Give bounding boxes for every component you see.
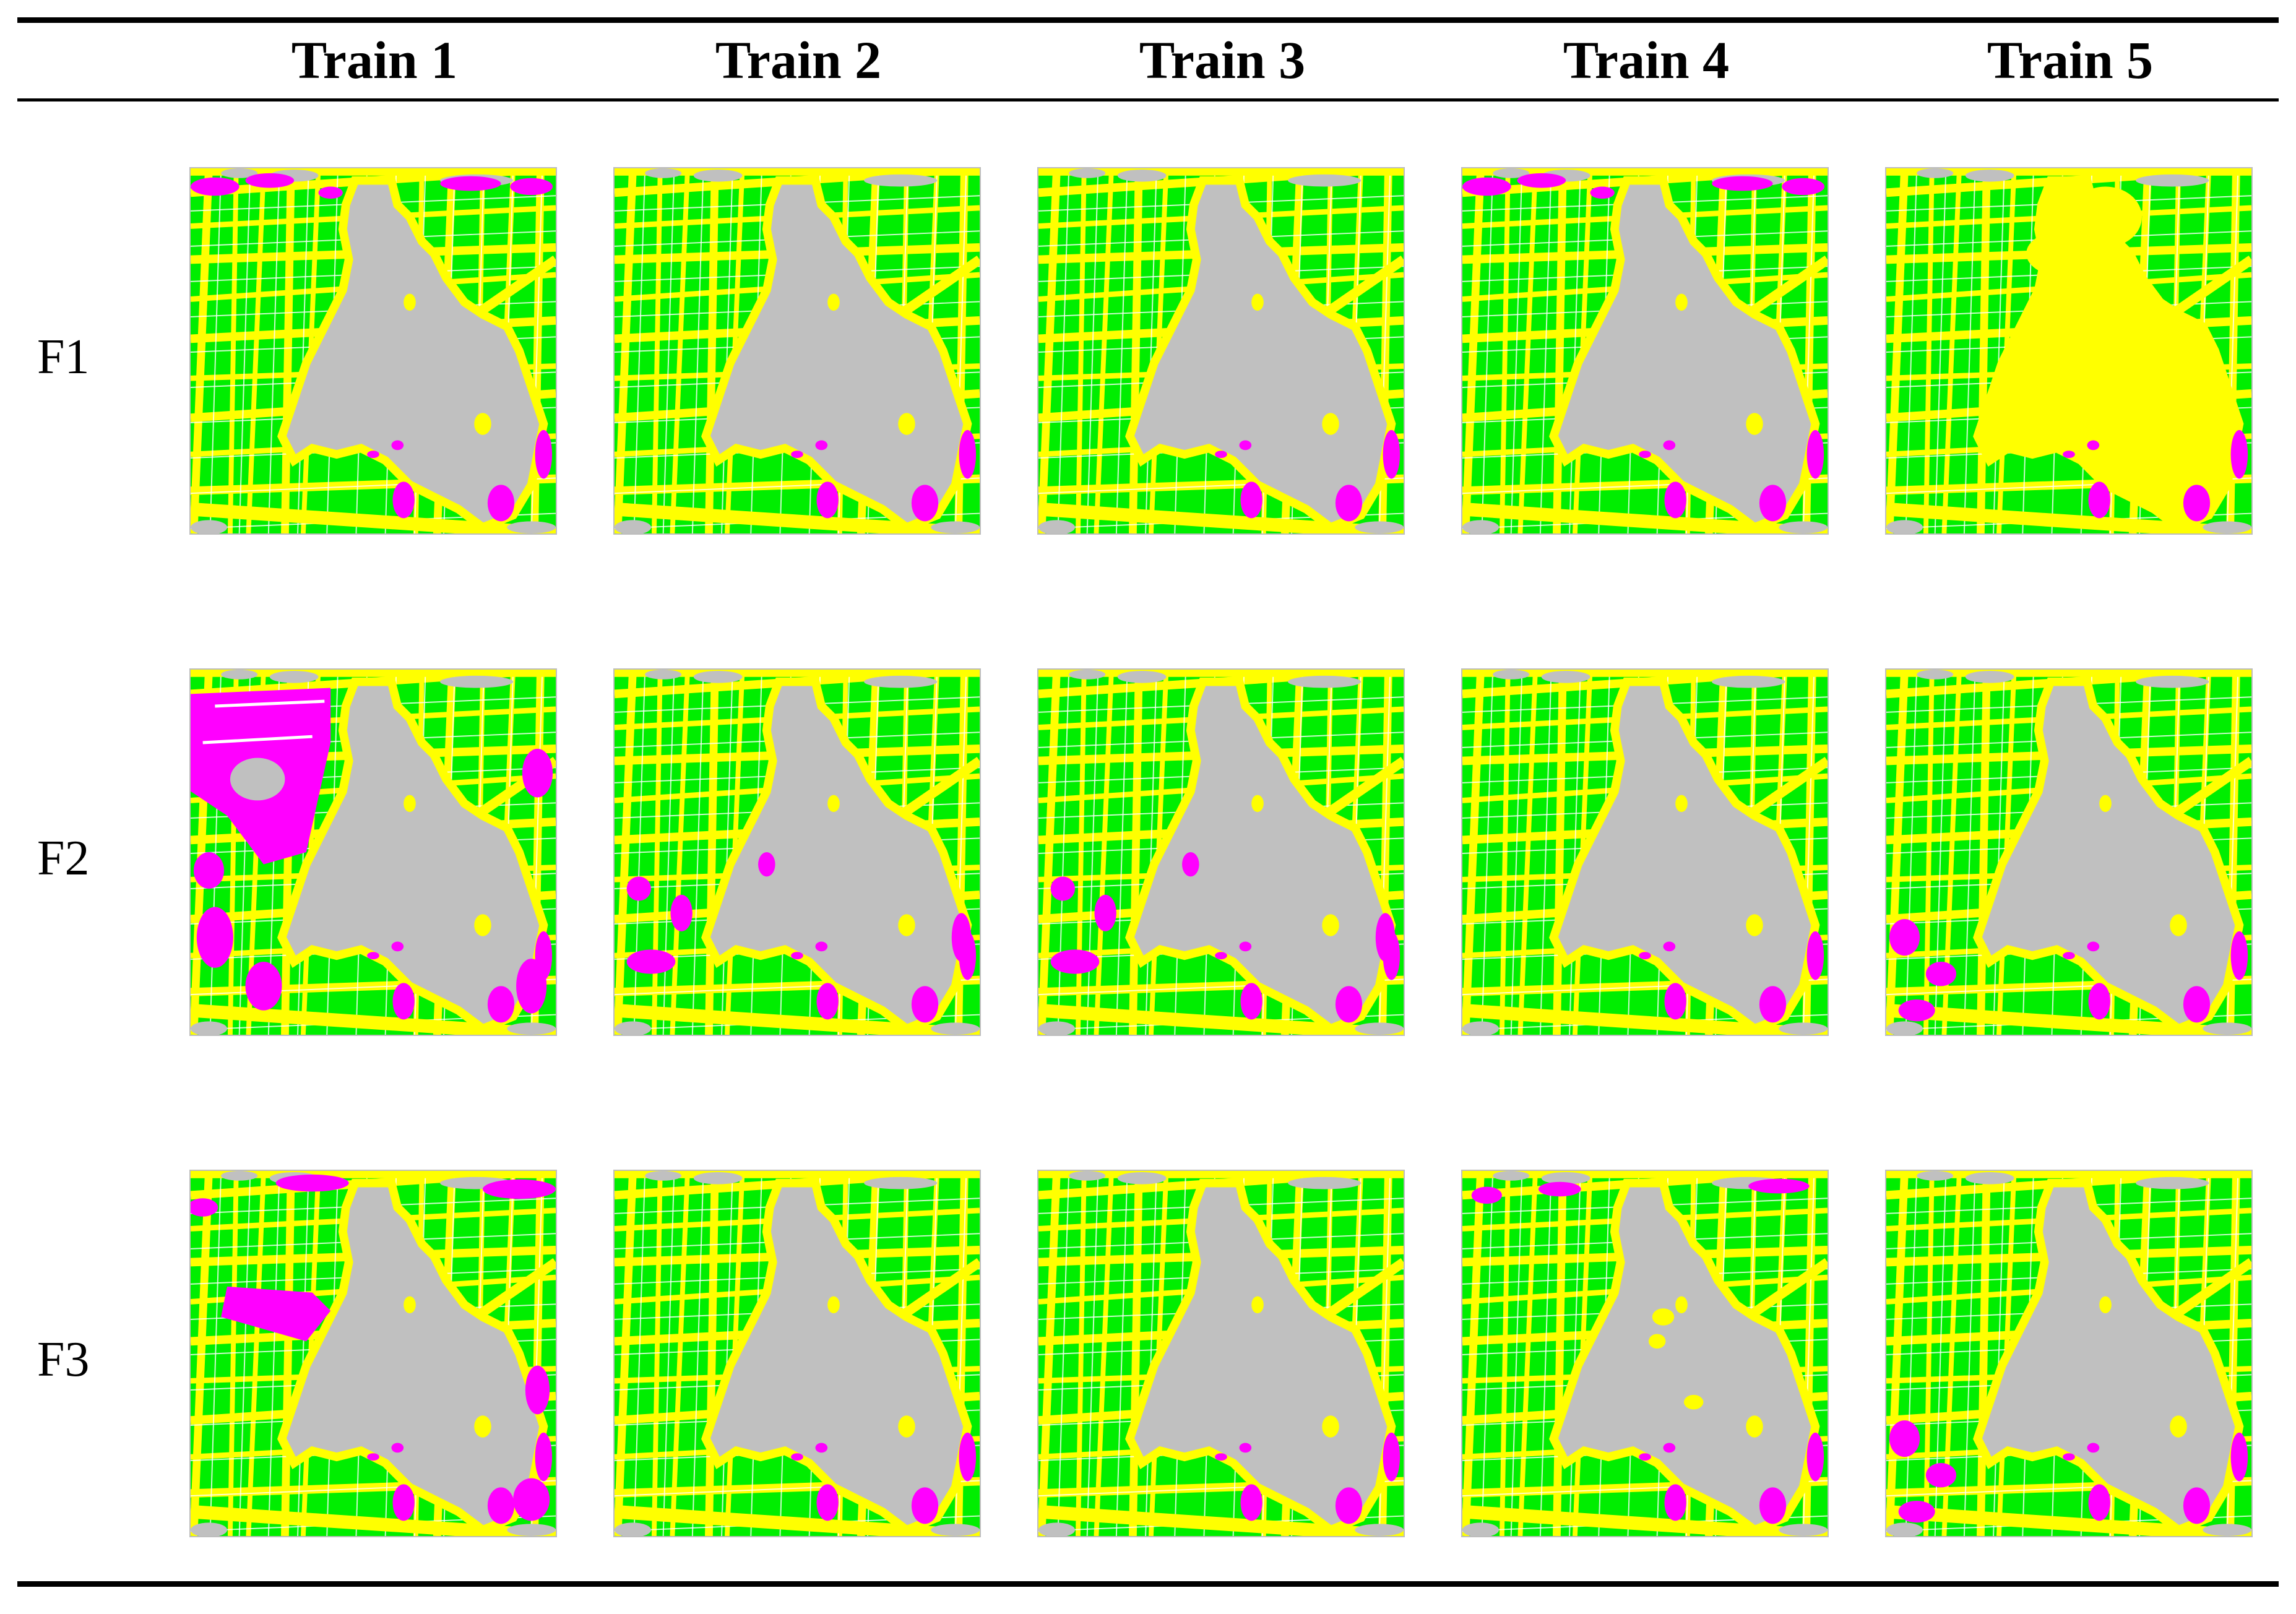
result-map-f1-train-5 — [1885, 167, 2253, 535]
header-rule — [17, 98, 2279, 101]
segmentation-map — [615, 670, 980, 1035]
segmentation-map — [1886, 1171, 2251, 1536]
result-map-f1-train-4 — [1461, 167, 1829, 535]
segmentation-map — [615, 1171, 980, 1536]
segmentation-map — [191, 1171, 556, 1536]
result-map-f3-train-1 — [189, 1170, 557, 1537]
result-map-f1-train-3 — [1037, 167, 1405, 535]
segmentation-map — [615, 168, 980, 533]
column-header-train-2: Train 2 — [715, 30, 882, 90]
segmentation-map — [1886, 670, 2251, 1035]
segmentation-map — [191, 168, 556, 533]
column-header-train-5: Train 5 — [1987, 30, 2154, 90]
result-map-f2-train-5 — [1885, 668, 2253, 1036]
column-header-train-1: Train 1 — [291, 30, 458, 90]
result-map-f3-train-2 — [613, 1170, 981, 1537]
segmentation-map — [1038, 1171, 1404, 1536]
segmentation-map — [1462, 168, 1828, 533]
segmentation-map — [1462, 1171, 1828, 1536]
column-header-train-3: Train 3 — [1139, 30, 1306, 90]
result-map-f2-train-3 — [1037, 668, 1405, 1036]
row-label-f1: F1 — [37, 330, 90, 384]
result-map-f3-train-4 — [1461, 1170, 1829, 1537]
segmentation-map — [191, 670, 556, 1035]
row-label-f3: F3 — [37, 1332, 90, 1387]
result-map-f2-train-4 — [1461, 668, 1829, 1036]
row-label-f2: F2 — [37, 831, 90, 886]
result-map-f1-train-2 — [613, 167, 981, 535]
table-bottom-rule — [17, 1581, 2279, 1587]
result-map-f3-train-5 — [1885, 1170, 2253, 1537]
table-top-rule — [17, 17, 2279, 23]
segmentation-map — [1886, 168, 2251, 533]
result-map-f3-train-3 — [1037, 1170, 1405, 1537]
segmentation-map — [1038, 670, 1404, 1035]
column-header-train-4: Train 4 — [1563, 30, 1730, 90]
result-map-f2-train-1 — [189, 668, 557, 1036]
result-map-f1-train-1 — [189, 167, 557, 535]
segmentation-map — [1038, 168, 1404, 533]
result-map-f2-train-2 — [613, 668, 981, 1036]
segmentation-map — [1462, 670, 1828, 1035]
